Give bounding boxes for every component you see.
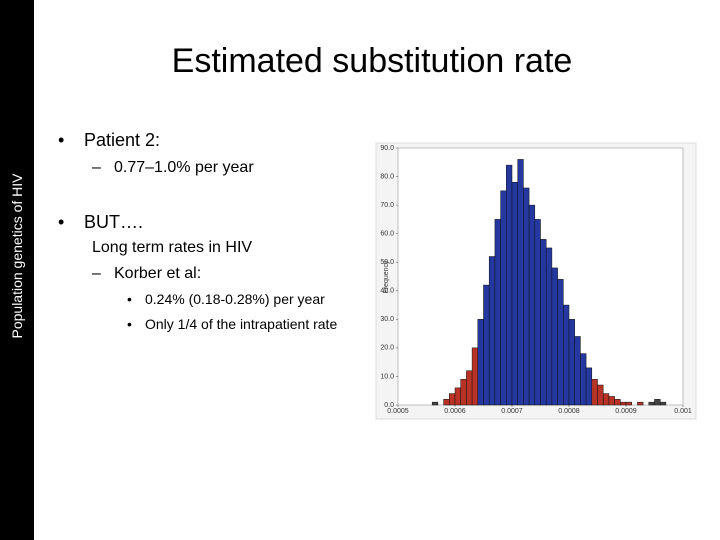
bar <box>449 393 456 406</box>
y-tick-label: 60.0 <box>380 231 394 238</box>
text: Long term rates in HIV <box>92 239 253 256</box>
y-tick-label: 20.0 <box>380 345 394 352</box>
bar <box>602 393 610 406</box>
bar <box>477 319 484 406</box>
bar <box>614 399 621 406</box>
x-tick-label: 0.0009 <box>615 408 637 415</box>
x-tick-label: 0.0005 <box>387 408 409 415</box>
bullet: 0.24% (0.18-0.28%) per year <box>127 291 325 307</box>
bar <box>460 379 467 406</box>
y-tick-label: 80.0 <box>380 173 394 180</box>
y-tick-label: 90.0 <box>380 145 394 152</box>
bar <box>454 387 461 406</box>
x-tick-label: 0.0008 <box>558 408 580 415</box>
y-tick-label: 30.0 <box>380 316 394 323</box>
bar <box>625 401 632 406</box>
bar <box>471 347 479 406</box>
y-tick-label: 10.0 <box>380 373 394 380</box>
bar <box>585 367 593 406</box>
bar <box>488 256 496 406</box>
bar <box>551 267 558 406</box>
bullet: Korber et al: <box>92 265 201 283</box>
bullet: Only 1/4 of the intrapatient rate <box>127 315 345 334</box>
bar <box>620 401 627 406</box>
bar <box>659 401 667 406</box>
bar <box>506 164 513 406</box>
bar <box>466 370 473 406</box>
slide-title: Estimated substitution rate <box>171 42 573 80</box>
bar <box>494 219 501 406</box>
bar <box>431 401 439 406</box>
bar <box>608 396 615 406</box>
bar <box>483 284 490 406</box>
bar <box>517 159 524 406</box>
bullet: 0.77–1.0% per year <box>92 159 254 177</box>
x-tick-label: 0.0007 <box>501 408 523 415</box>
bar <box>540 239 547 406</box>
bar <box>574 336 581 406</box>
y-tick-label: 50.0 <box>380 259 394 266</box>
sidebar: Population genetics of HIV <box>0 0 34 540</box>
bar <box>500 190 507 406</box>
y-tick-label: 40.0 <box>380 288 394 295</box>
bar <box>637 401 644 406</box>
y-tick-label: 70.0 <box>380 202 394 209</box>
bar <box>528 204 536 406</box>
x-tick-label: 0.001 <box>674 408 692 415</box>
bullet: Patient 2: <box>58 130 160 151</box>
bar <box>597 384 604 406</box>
y-axis-label: Frequency <box>383 260 390 294</box>
y-tick-label: 0.0 <box>384 402 394 409</box>
bar <box>654 399 661 406</box>
bullet: BUT…. <box>58 212 143 233</box>
bar <box>534 219 541 406</box>
bar <box>591 379 598 406</box>
bar <box>545 247 553 406</box>
bar <box>563 304 570 406</box>
bar <box>557 279 564 406</box>
bar <box>648 401 655 406</box>
bar <box>443 399 450 406</box>
bar <box>511 182 518 406</box>
bar <box>568 319 575 406</box>
bar <box>580 353 587 406</box>
bar <box>523 187 530 406</box>
x-tick-label: 0.0006 <box>444 408 466 415</box>
